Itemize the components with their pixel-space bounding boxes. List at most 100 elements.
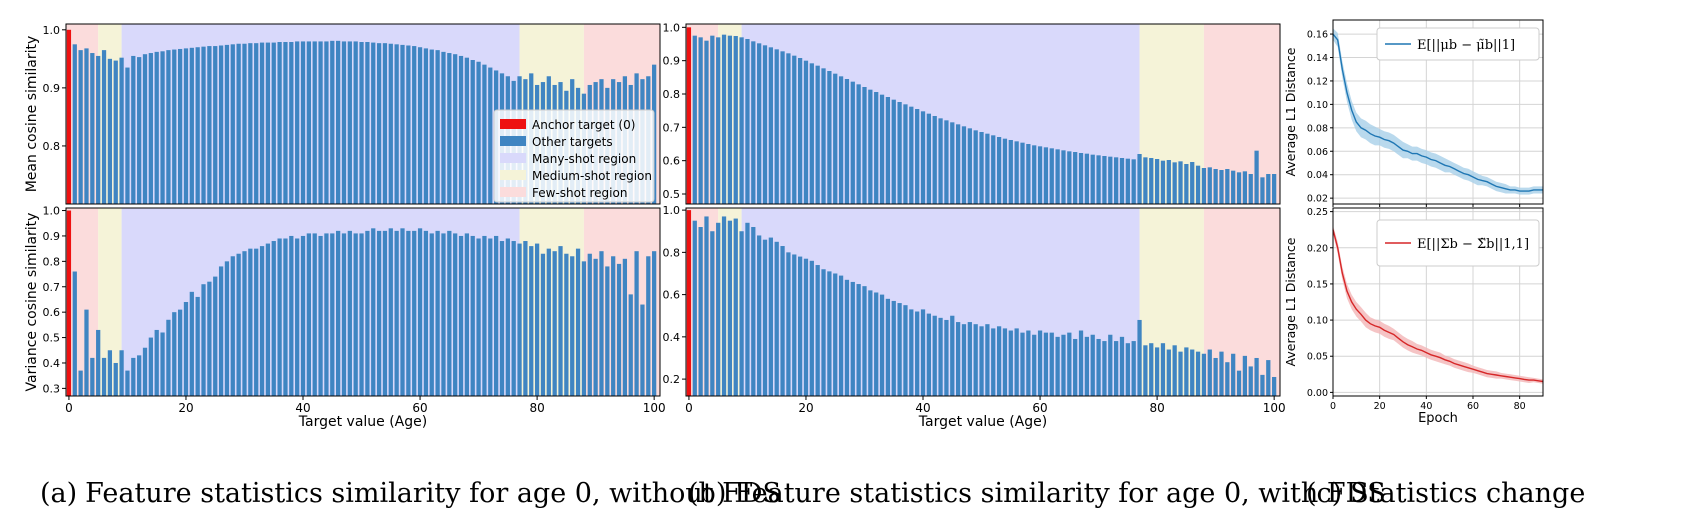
bar-b-top-82 [1166, 160, 1171, 204]
bar-a-bottom-31 [248, 248, 253, 396]
legend-swatch-many [500, 153, 526, 163]
ytick-label-b-top-4: 0.9 [663, 55, 681, 68]
bar-a-top-58 [406, 45, 411, 204]
bar-b-bottom-74 [1119, 336, 1125, 396]
bar-a-bottom-57 [400, 228, 405, 396]
x-axis-label-c-bottom: Epoch [1418, 411, 1458, 426]
bar-a-bottom-61 [423, 230, 429, 396]
ytick-label-b-bottom-4: 1.0 [663, 204, 681, 217]
bar-b-bottom-2 [698, 227, 703, 396]
bar-b-top-12 [757, 43, 762, 205]
bar-b-bottom-11 [751, 227, 756, 396]
bar-b-bottom-36 [897, 303, 902, 396]
bar-b-top-93 [1231, 170, 1236, 204]
ytick-label-a-bottom-6: 0.9 [43, 230, 61, 243]
bar-a-bottom-91 [599, 251, 604, 396]
bar-a-top-72 [488, 67, 493, 204]
bar-b-bottom-37 [903, 305, 908, 396]
bar-a-bottom-39 [295, 238, 300, 396]
bar-a-bottom-17 [166, 319, 171, 396]
bar-b-bottom-15 [774, 241, 779, 396]
bar-a-bottom-49 [353, 233, 358, 396]
bar-a-top-23 [201, 46, 206, 205]
bar-a-top-4 [90, 53, 95, 204]
bar-a-bottom-56 [394, 230, 399, 396]
bar-a-top-64 [441, 51, 446, 204]
bar-b-bottom-56 [1014, 328, 1019, 396]
bar-a-top-36 [277, 42, 282, 204]
bar-b-top-92 [1225, 169, 1230, 204]
bar-b-top-17 [786, 53, 791, 205]
bar-a-bottom-47 [341, 233, 347, 396]
bar-a-top-10 [125, 67, 130, 204]
bar-b-bottom-41 [926, 313, 931, 396]
bar-a-bottom-4 [90, 357, 95, 396]
bar-a-bottom-94 [616, 263, 622, 396]
bar-b-top-54 [1002, 138, 1008, 204]
ytick-label-c-top-2: 0.06 [1307, 147, 1328, 158]
bar-a-bottom-42 [312, 233, 317, 396]
series-line-c-top [1332, 33, 1543, 192]
ytick-label-c-bottom-2: 0.10 [1307, 316, 1328, 327]
ytick-label-a-top-0: 0.8 [43, 140, 61, 153]
bar-a-top-5 [96, 55, 101, 204]
ytick-label-c-bottom-5: 0.25 [1307, 207, 1328, 218]
bar-b-top-90 [1213, 169, 1218, 204]
bar-a-bottom-99 [646, 256, 651, 396]
ytick-label-c-bottom-4: 0.20 [1307, 243, 1328, 254]
bar-b-top-52 [991, 135, 996, 204]
bar-a-top-25 [213, 46, 218, 205]
bar-b-bottom-90 [1213, 357, 1218, 396]
bar-a-top-16 [160, 51, 165, 205]
bar-b-bottom-89 [1207, 349, 1212, 396]
bar-a-bottom-87 [575, 248, 581, 396]
bar-b-top-88 [1201, 168, 1207, 204]
bar-b-top-49 [973, 130, 978, 204]
bar-a-top-11 [131, 55, 136, 204]
bar-b-top-71 [1102, 156, 1107, 204]
bar-b-bottom-7 [727, 220, 733, 396]
bar-b-top-80 [1154, 159, 1160, 204]
bar-b-top-50 [979, 132, 984, 204]
bar-b-bottom-44 [944, 319, 949, 396]
bar-b-top-58 [1026, 144, 1031, 204]
ytick-label-b-bottom-2: 0.6 [663, 289, 681, 302]
bar-a-bottom-73 [494, 235, 499, 396]
bar-b-top-47 [961, 126, 967, 204]
bar-b-top-9 [739, 37, 744, 205]
caption-c-label: (c) [1306, 478, 1343, 509]
bar-a-bottom-16 [160, 332, 165, 396]
y-axis-label-c-top: Average L1 Distance [1283, 47, 1298, 176]
xtick-label-b-bottom-5: 100 [1263, 401, 1286, 415]
bar-b-top-95 [1242, 171, 1248, 204]
bar-b-bottom-23 [821, 269, 826, 396]
bar-a-bottom-28 [230, 256, 235, 396]
bar-a-bottom-75 [505, 238, 510, 396]
bar-b-top-31 [868, 89, 873, 204]
axes-frame-a-top [65, 23, 661, 205]
bar-b-bottom-45 [950, 315, 955, 396]
bar-a-top-22 [195, 47, 200, 205]
bar-a-bottom-98 [640, 304, 645, 396]
bar-b-bottom-54 [1002, 328, 1008, 396]
bar-b-top-53 [996, 137, 1002, 204]
bar-b-bottom-13 [762, 239, 768, 396]
bar-b-top-45 [950, 122, 955, 204]
xtick-label-a-bottom-5: 100 [643, 401, 666, 415]
bar-b-bottom-28 [850, 281, 855, 396]
bar-b-top-30 [862, 87, 867, 204]
bar-a-top-26 [218, 45, 224, 204]
legend-label-bar: Other targets [532, 135, 613, 149]
bar-a-top-53 [376, 43, 382, 205]
bar-b-top-18 [792, 55, 797, 204]
bar-b-top-41 [926, 113, 931, 204]
bar-b-bottom-72 [1108, 334, 1113, 396]
bar-a-bottom-52 [371, 228, 376, 396]
bar-b-top-84 [1178, 161, 1183, 204]
bar-a-bottom-70 [476, 238, 481, 396]
bar-a-bottom-41 [306, 233, 311, 396]
bar-b-bottom-42 [932, 315, 937, 396]
ytick-label-a-bottom-3: 0.6 [43, 306, 61, 319]
bar-a-bottom-13 [142, 347, 148, 396]
ytick-label-a-bottom-2: 0.5 [43, 332, 61, 345]
